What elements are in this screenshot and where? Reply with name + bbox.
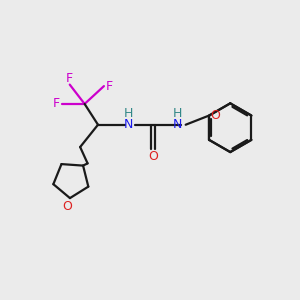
Text: F: F (53, 98, 60, 110)
Text: N: N (173, 118, 182, 131)
Text: F: F (66, 72, 73, 85)
Text: H: H (173, 107, 182, 120)
Text: H: H (124, 107, 133, 120)
Text: O: O (63, 200, 73, 213)
Text: N: N (124, 118, 133, 131)
Text: F: F (106, 80, 113, 93)
Text: O: O (148, 150, 158, 163)
Text: O: O (211, 109, 220, 122)
